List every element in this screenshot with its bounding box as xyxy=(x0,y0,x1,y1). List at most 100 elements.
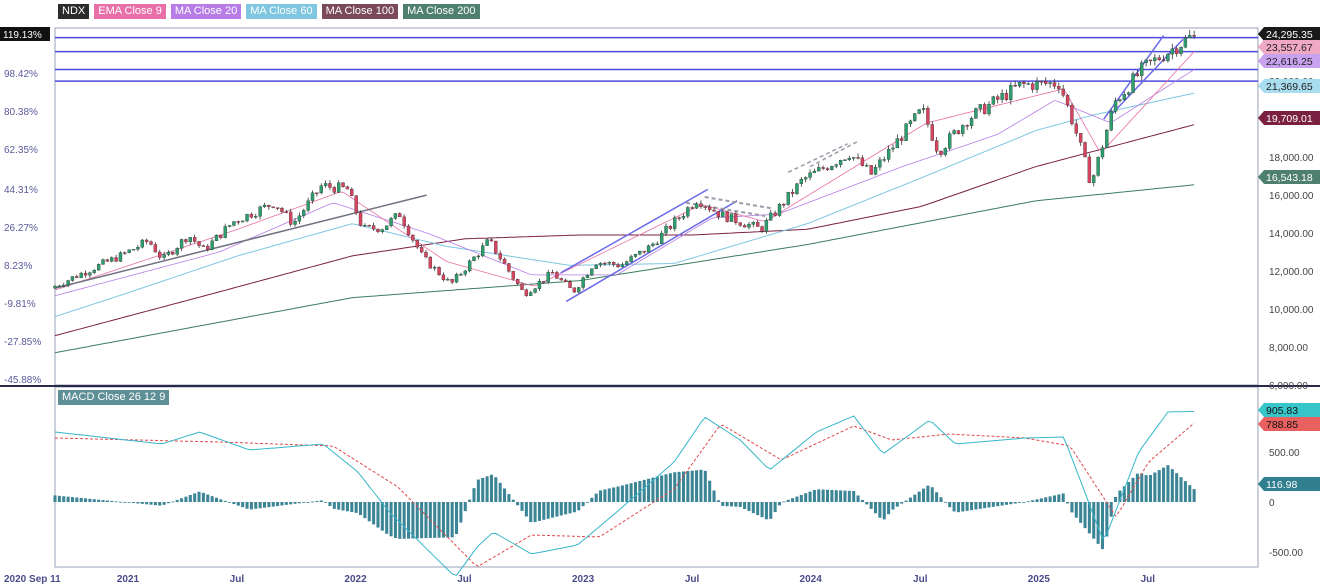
price-tick-label: 12,000.00 xyxy=(1269,267,1314,278)
macd-histogram-bar xyxy=(328,502,332,506)
candle xyxy=(1170,48,1174,55)
candle xyxy=(1009,85,1013,100)
macd-histogram-bar xyxy=(922,488,926,502)
candle xyxy=(389,218,393,226)
macd-value-label: 788.85 xyxy=(1266,419,1298,431)
candle xyxy=(734,213,738,223)
macd-histogram-bar xyxy=(1083,502,1087,529)
macd-histogram-bar xyxy=(712,490,716,502)
candle xyxy=(812,170,817,173)
candle xyxy=(760,226,764,232)
candle xyxy=(598,262,603,266)
macd-histogram-bar xyxy=(716,500,720,502)
macd-histogram-bar xyxy=(620,485,624,502)
macd-legend[interactable]: MACD Close 26 12 9 xyxy=(58,390,170,405)
macd-histogram-bar xyxy=(1031,500,1035,502)
macd-histogram-bar xyxy=(603,489,607,502)
macd-histogram-bar xyxy=(468,499,472,502)
macd-histogram-bar xyxy=(629,483,633,502)
candle xyxy=(385,225,389,230)
candle xyxy=(651,243,655,246)
macd-histogram-bar xyxy=(1100,502,1105,550)
macd-histogram-bar xyxy=(188,495,192,502)
candle xyxy=(943,148,948,155)
macd-histogram-bar xyxy=(1192,489,1196,502)
macd-histogram-bar xyxy=(101,500,105,502)
candle xyxy=(594,264,598,269)
macd-histogram-bar xyxy=(110,500,114,502)
macd-histogram-bar xyxy=(249,502,253,510)
macd-histogram-bar xyxy=(599,490,603,502)
pct-tick-box xyxy=(0,27,50,41)
candle xyxy=(1140,62,1144,76)
macd-histogram-bar xyxy=(245,502,249,509)
candle xyxy=(655,243,659,245)
candle xyxy=(799,178,804,184)
candle xyxy=(75,276,79,278)
macd-histogram-bar xyxy=(459,502,463,523)
candle xyxy=(1188,35,1192,39)
candle xyxy=(136,247,140,250)
macd-histogram-bar xyxy=(184,496,188,502)
candle xyxy=(712,209,716,212)
series-price-tag xyxy=(1258,79,1320,93)
candle xyxy=(620,264,625,268)
macd-histogram-bar xyxy=(904,500,908,502)
candle xyxy=(206,245,210,250)
macd-histogram-bar xyxy=(926,485,930,502)
macd-histogram-bar xyxy=(310,501,315,503)
macd-histogram-bar xyxy=(463,502,467,512)
legend-ma200[interactable]: MA Close 200 xyxy=(403,4,480,19)
candle xyxy=(494,240,498,254)
legend-ema9[interactable]: EMA Close 9 xyxy=(94,4,166,19)
legend-ma20[interactable]: MA Close 20 xyxy=(170,4,242,19)
candle xyxy=(332,187,337,193)
macd-histogram-bar xyxy=(1105,502,1109,537)
candle xyxy=(437,267,441,276)
legend-ma60[interactable]: MA Close 60 xyxy=(246,4,317,19)
dashed-channel-upper xyxy=(685,201,766,217)
macd-histogram-bar xyxy=(956,502,960,513)
candle xyxy=(642,250,646,253)
legend-ma100[interactable]: MA Close 100 xyxy=(321,4,399,19)
price-tick-label: 8,000.00 xyxy=(1269,343,1308,354)
candle xyxy=(681,215,686,219)
candle xyxy=(1022,81,1026,84)
macd-tick-label: 0 xyxy=(1269,498,1275,509)
candle xyxy=(721,211,725,218)
candle xyxy=(908,120,913,125)
candle xyxy=(1070,104,1074,125)
macd-histogram-bar xyxy=(75,497,79,502)
candle xyxy=(192,237,197,242)
channel-2023-lower xyxy=(565,200,738,303)
macd-histogram-bar xyxy=(70,497,74,502)
candle xyxy=(297,215,302,222)
price-tick-label: 14,000.00 xyxy=(1269,229,1314,240)
candle xyxy=(131,249,136,251)
candle xyxy=(747,224,751,228)
candle xyxy=(1113,100,1118,112)
macd-histogram-bar xyxy=(158,502,162,506)
candle xyxy=(843,159,847,161)
macd-value-tag xyxy=(1258,403,1320,417)
candle xyxy=(227,225,232,227)
macd-histogram-bar xyxy=(367,502,371,522)
macd-histogram-bar xyxy=(799,494,803,502)
macd-histogram-bar xyxy=(996,502,1000,507)
candle xyxy=(904,123,908,141)
candle xyxy=(1026,83,1030,85)
series-price-label: 22,616.25 xyxy=(1266,56,1313,68)
macd-histogram-bar xyxy=(1079,502,1083,523)
candle xyxy=(996,96,1000,100)
candle xyxy=(249,213,254,218)
candle xyxy=(611,262,616,265)
legend-ndx[interactable]: NDX xyxy=(58,4,90,19)
macd-histogram-bar xyxy=(721,502,725,506)
macd-histogram-bar xyxy=(1044,497,1048,502)
ma60-line xyxy=(54,92,1195,318)
macd-histogram-bar xyxy=(673,472,677,502)
macd-histogram-bar xyxy=(647,478,651,502)
macd-histogram-bar xyxy=(743,502,747,510)
macd-histogram-bar xyxy=(455,502,459,534)
